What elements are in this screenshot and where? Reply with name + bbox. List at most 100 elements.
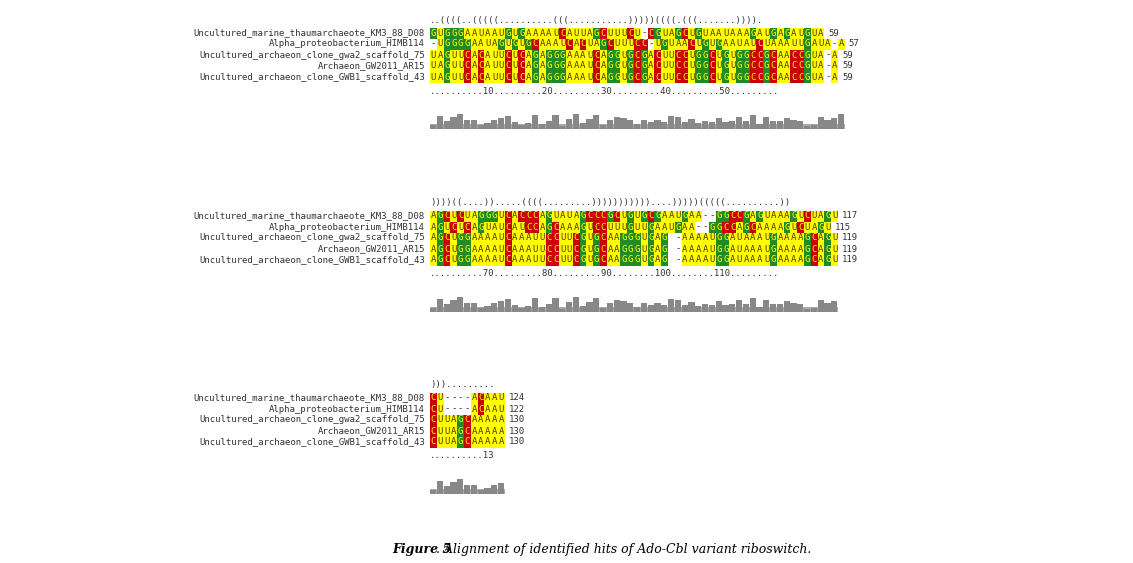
Text: 117: 117	[842, 212, 858, 221]
Text: ..........13: ..........13	[431, 452, 494, 461]
Text: G: G	[736, 51, 742, 60]
Bar	[702, 38, 709, 50]
Bar	[573, 60, 580, 72]
Bar	[696, 244, 702, 254]
Text: C: C	[478, 73, 484, 82]
Text: G: G	[770, 244, 776, 253]
Bar	[471, 50, 478, 60]
Text: U: U	[662, 51, 667, 60]
Text: G: G	[696, 61, 701, 70]
Text: A: A	[689, 244, 695, 253]
Text: G: G	[458, 39, 463, 48]
Bar	[770, 221, 777, 233]
Bar	[560, 60, 566, 72]
Bar	[546, 28, 553, 38]
Text: U: U	[444, 427, 450, 436]
Bar	[804, 50, 811, 60]
Text: C: C	[444, 256, 450, 265]
Bar	[465, 233, 471, 244]
Text: A: A	[451, 437, 457, 446]
Text: U: U	[689, 51, 695, 60]
Text: A: A	[573, 222, 579, 231]
Text: A: A	[662, 222, 667, 231]
Bar	[566, 244, 573, 254]
Bar	[431, 60, 437, 72]
Text: A: A	[431, 222, 436, 231]
Text: A: A	[533, 29, 538, 38]
Text: G: G	[580, 234, 586, 243]
Text: C: C	[478, 404, 484, 413]
Text: ))).........: ))).........	[431, 381, 494, 390]
Bar	[499, 233, 505, 244]
Bar	[723, 233, 730, 244]
Bar	[533, 298, 538, 312]
Text: 59: 59	[842, 73, 853, 82]
Bar	[594, 38, 600, 50]
Text: C: C	[505, 256, 511, 265]
Text: G: G	[621, 256, 627, 265]
Bar	[553, 233, 560, 244]
Text: G: G	[499, 39, 504, 48]
Text: G: G	[743, 212, 749, 221]
Bar	[492, 60, 499, 72]
Text: U: U	[832, 244, 837, 253]
Bar	[730, 72, 736, 83]
Text: U: U	[832, 256, 837, 265]
Text: U: U	[431, 61, 436, 70]
Bar	[539, 307, 545, 312]
Bar	[764, 221, 770, 233]
Bar	[485, 50, 492, 60]
Bar	[641, 38, 648, 50]
Text: -: -	[702, 222, 708, 231]
Text: G: G	[804, 61, 810, 70]
Text: G: G	[662, 234, 667, 243]
Bar	[492, 426, 499, 436]
Bar	[784, 60, 791, 72]
Bar	[546, 211, 553, 221]
Text: 59: 59	[828, 29, 840, 38]
Bar	[750, 115, 756, 129]
Bar	[628, 211, 634, 221]
Bar	[465, 426, 471, 436]
Bar	[818, 60, 825, 72]
Text: C: C	[648, 212, 654, 221]
Bar	[566, 211, 573, 221]
Text: U: U	[458, 61, 463, 70]
Text: G: G	[444, 51, 450, 60]
Bar	[832, 254, 838, 266]
Text: C: C	[798, 61, 803, 70]
Bar	[573, 244, 580, 254]
Bar	[791, 38, 798, 50]
Text: A: A	[499, 437, 504, 446]
Bar	[818, 28, 825, 38]
Text: A: A	[437, 73, 443, 82]
Bar	[492, 72, 499, 83]
Text: C: C	[526, 212, 531, 221]
Text: A: A	[798, 244, 803, 253]
Bar	[478, 28, 485, 38]
Text: C: C	[811, 256, 817, 265]
Text: A: A	[784, 51, 790, 60]
Bar	[519, 72, 526, 83]
Text: U: U	[689, 29, 695, 38]
Text: U: U	[607, 29, 613, 38]
Text: U: U	[437, 427, 443, 436]
Bar	[798, 244, 804, 254]
Text: U: U	[641, 244, 647, 253]
Bar	[600, 221, 607, 233]
Bar	[492, 392, 499, 404]
Bar	[471, 72, 478, 83]
Text: A: A	[832, 73, 837, 82]
Text: G: G	[594, 256, 599, 265]
Text: C: C	[546, 244, 552, 253]
Text: A: A	[539, 212, 545, 221]
Bar	[736, 221, 743, 233]
Text: C: C	[560, 29, 565, 38]
Bar	[519, 233, 526, 244]
Bar	[675, 300, 681, 312]
Text: U: U	[580, 29, 586, 38]
Bar	[600, 72, 607, 83]
Text: G: G	[791, 212, 796, 221]
Text: A: A	[492, 404, 497, 413]
Text: A: A	[485, 244, 491, 253]
